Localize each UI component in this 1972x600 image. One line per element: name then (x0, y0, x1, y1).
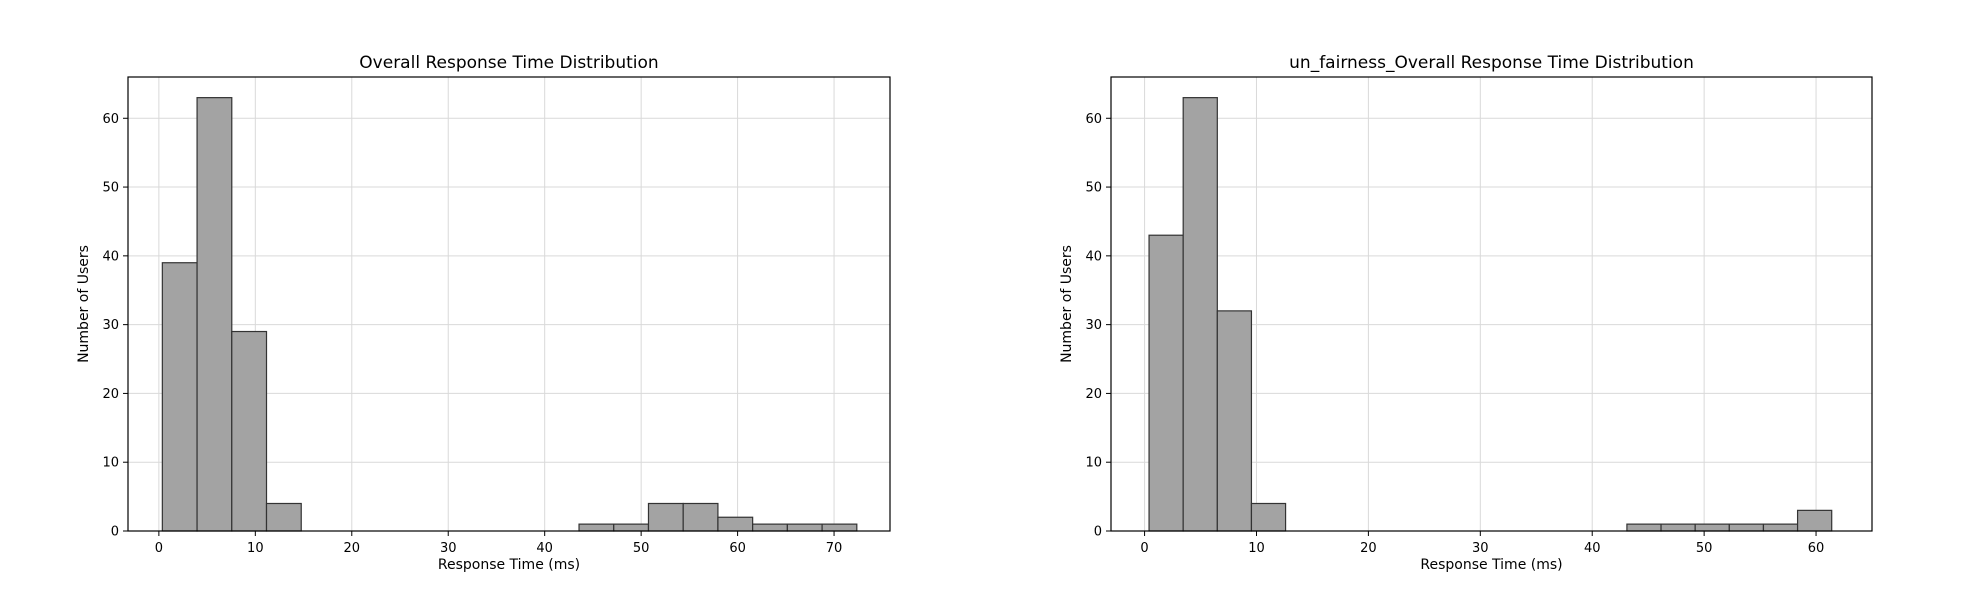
histogram-bar (647, 502, 684, 532)
y-tick-label: 60 (1085, 112, 1102, 127)
y-tick-label: 50 (102, 181, 119, 196)
histogram-bar (1762, 523, 1799, 532)
histogram-bar (161, 262, 198, 532)
chart-title: un_fairness_Overall Response Time Distri… (1289, 53, 1694, 73)
y-tick-label: 0 (1094, 525, 1102, 540)
y-tick-label: 0 (111, 525, 119, 540)
y-tick-label: 40 (102, 249, 119, 264)
x-tick-label: 10 (1248, 541, 1265, 556)
x-tick-label: 40 (1584, 541, 1601, 556)
x-tick-label: 10 (247, 541, 264, 556)
chart-title: Overall Response Time Distribution (359, 53, 658, 73)
histogram-bar (1216, 310, 1253, 532)
histogram-bar (1660, 523, 1696, 532)
histogram-bar (1250, 502, 1287, 532)
plot-frame (1110, 76, 1873, 532)
histogram-bar (1626, 523, 1662, 532)
x-axis-label: Response Time (ms) (1420, 557, 1562, 573)
x-tick-label: 50 (1696, 541, 1713, 556)
y-tick-label: 20 (102, 387, 119, 402)
histogram-bar (786, 523, 823, 532)
histogram-bar (1148, 234, 1184, 532)
x-tick-label: 30 (1472, 541, 1489, 556)
histogram-bar (613, 523, 650, 532)
x-tick-label: 20 (344, 541, 361, 556)
plot-frame (127, 76, 891, 532)
x-tick-label: 30 (440, 541, 457, 556)
x-tick-label: 60 (729, 541, 746, 556)
chart-panel-2: 0 10 20 30 40 50 60 0 10 20 30 40 50 60 un_fairness_Ov… (1059, 53, 1873, 573)
histogram-bar (265, 502, 302, 532)
x-tick-label: 0 (1140, 541, 1148, 556)
x-tick-label: 0 (155, 541, 163, 556)
y-axis-label: Number of Users (76, 245, 92, 363)
y-tick-label: 50 (1085, 181, 1102, 196)
histogram-bar (682, 502, 719, 532)
x-tick-label: 60 (1808, 541, 1825, 556)
histogram-bar (231, 330, 268, 532)
histogram-bar (1182, 97, 1218, 532)
x-tick-label: 40 (536, 541, 553, 556)
x-tick-label: 20 (1360, 541, 1377, 556)
y-tick-label: 10 (102, 456, 119, 471)
histogram-bar (821, 523, 858, 532)
histogram-bar (1796, 509, 1833, 532)
histogram-bar (717, 516, 754, 532)
y-tick-label: 10 (1085, 456, 1102, 471)
x-axis-label: Response Time (ms) (438, 557, 580, 573)
y-axis-label: Number of Users (1059, 245, 1075, 363)
y-tick-label: 60 (102, 112, 119, 127)
y-tick-label: 40 (1085, 249, 1102, 264)
y-tick-label: 20 (1085, 387, 1102, 402)
y-tick-label: 30 (1085, 318, 1102, 333)
chart-panel-1: 0 10 20 30 40 50 60 70 0 10 20 30 40 50 60 Overall Resp… (76, 53, 891, 573)
histogram-bar (1728, 523, 1765, 532)
histogram-bar (1694, 523, 1730, 532)
x-tick-label: 50 (633, 541, 650, 556)
y-tick-label: 30 (102, 318, 119, 333)
histogram-bar (752, 523, 788, 532)
x-tick-label: 70 (826, 541, 843, 556)
histogram-bar (196, 97, 233, 532)
histogram-bar (578, 523, 615, 532)
